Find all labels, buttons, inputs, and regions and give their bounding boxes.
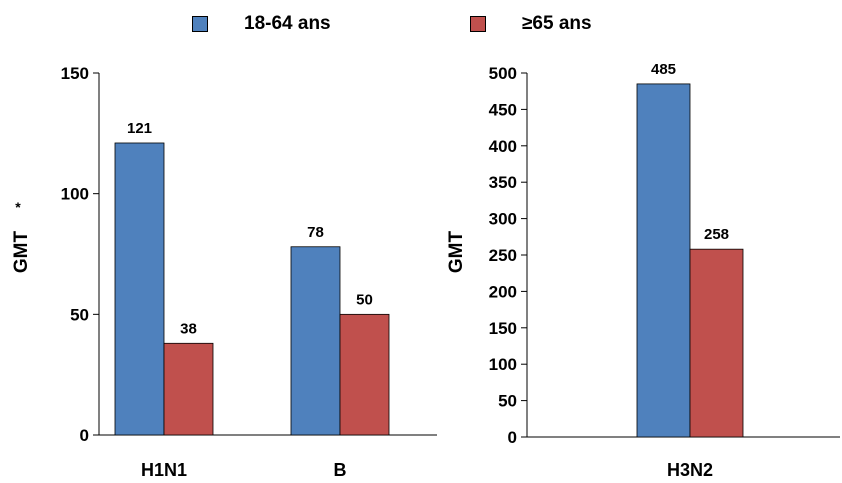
y-tick-label-left: 0 <box>80 426 89 445</box>
value-label-right-h3n2-s1: 258 <box>704 226 729 243</box>
bar-right-h3n2-s0 <box>636 83 691 438</box>
value-label-left-b-s0: 78 <box>307 224 324 241</box>
value-label-left-h1n1-s1: 38 <box>180 320 197 337</box>
legend-item-18-64: 18-64 ans <box>192 13 331 35</box>
y-tick-label-right: 100 <box>489 355 517 374</box>
y-tick-label-right: 350 <box>489 173 517 192</box>
bar-left-h1n1-s1 <box>163 342 214 436</box>
y-tick-label-right: 250 <box>489 246 517 265</box>
y-tick-label-right: 200 <box>489 282 517 301</box>
y-tick-label-right: 0 <box>508 428 517 447</box>
y-tick-label-right: 400 <box>489 137 517 156</box>
y-tick-label-left: 150 <box>61 64 89 83</box>
value-label-left-b-s1: 50 <box>356 291 373 308</box>
value-label-left-h1n1-s0: 121 <box>127 120 152 137</box>
y-tick-label-right: 500 <box>489 64 517 83</box>
y-axis-title-left: GMT <box>11 231 32 274</box>
bar-left-b-s1 <box>339 313 390 436</box>
y-axis-title-right: GMT <box>446 231 467 274</box>
bar-left-h1n1-s0 <box>114 142 165 436</box>
chart-right: 0 50 100 150 200 250 300 350 400 450 500 GMT 485 258 H… <box>446 61 840 480</box>
legend-label-18-64: 18-64 ans <box>244 13 331 34</box>
legend-item-65plus: ≥65 ans <box>470 13 592 35</box>
y-axis-title-superscript-left: * <box>15 199 21 215</box>
y-tick-label-left: 50 <box>70 305 89 324</box>
x-category-label-h1n1: H1N1 <box>141 460 187 480</box>
bar-left-b-s0 <box>290 246 341 436</box>
value-label-right-h3n2-s0: 485 <box>651 61 676 78</box>
y-tick-label-right: 450 <box>489 100 517 119</box>
legend-label-65plus: ≥65 ans <box>522 13 592 34</box>
x-category-label-h3n2: H3N2 <box>667 460 713 480</box>
legend-swatch-65plus <box>470 16 486 32</box>
y-tick-label-right: 50 <box>498 392 517 411</box>
y-tick-label-right: 300 <box>489 210 517 229</box>
x-category-label-b: B <box>334 460 347 480</box>
y-tick-label-left: 100 <box>61 185 89 204</box>
legend-swatch-18-64 <box>192 16 208 32</box>
bar-right-h3n2-s1 <box>689 248 744 438</box>
legend: 18-64 ans ≥65 ans <box>0 13 842 41</box>
y-tick-label-right: 150 <box>489 319 517 338</box>
chart-left: 0 50 100 150 GMT * 121 38 H1N1 78 50 B <box>11 64 437 480</box>
